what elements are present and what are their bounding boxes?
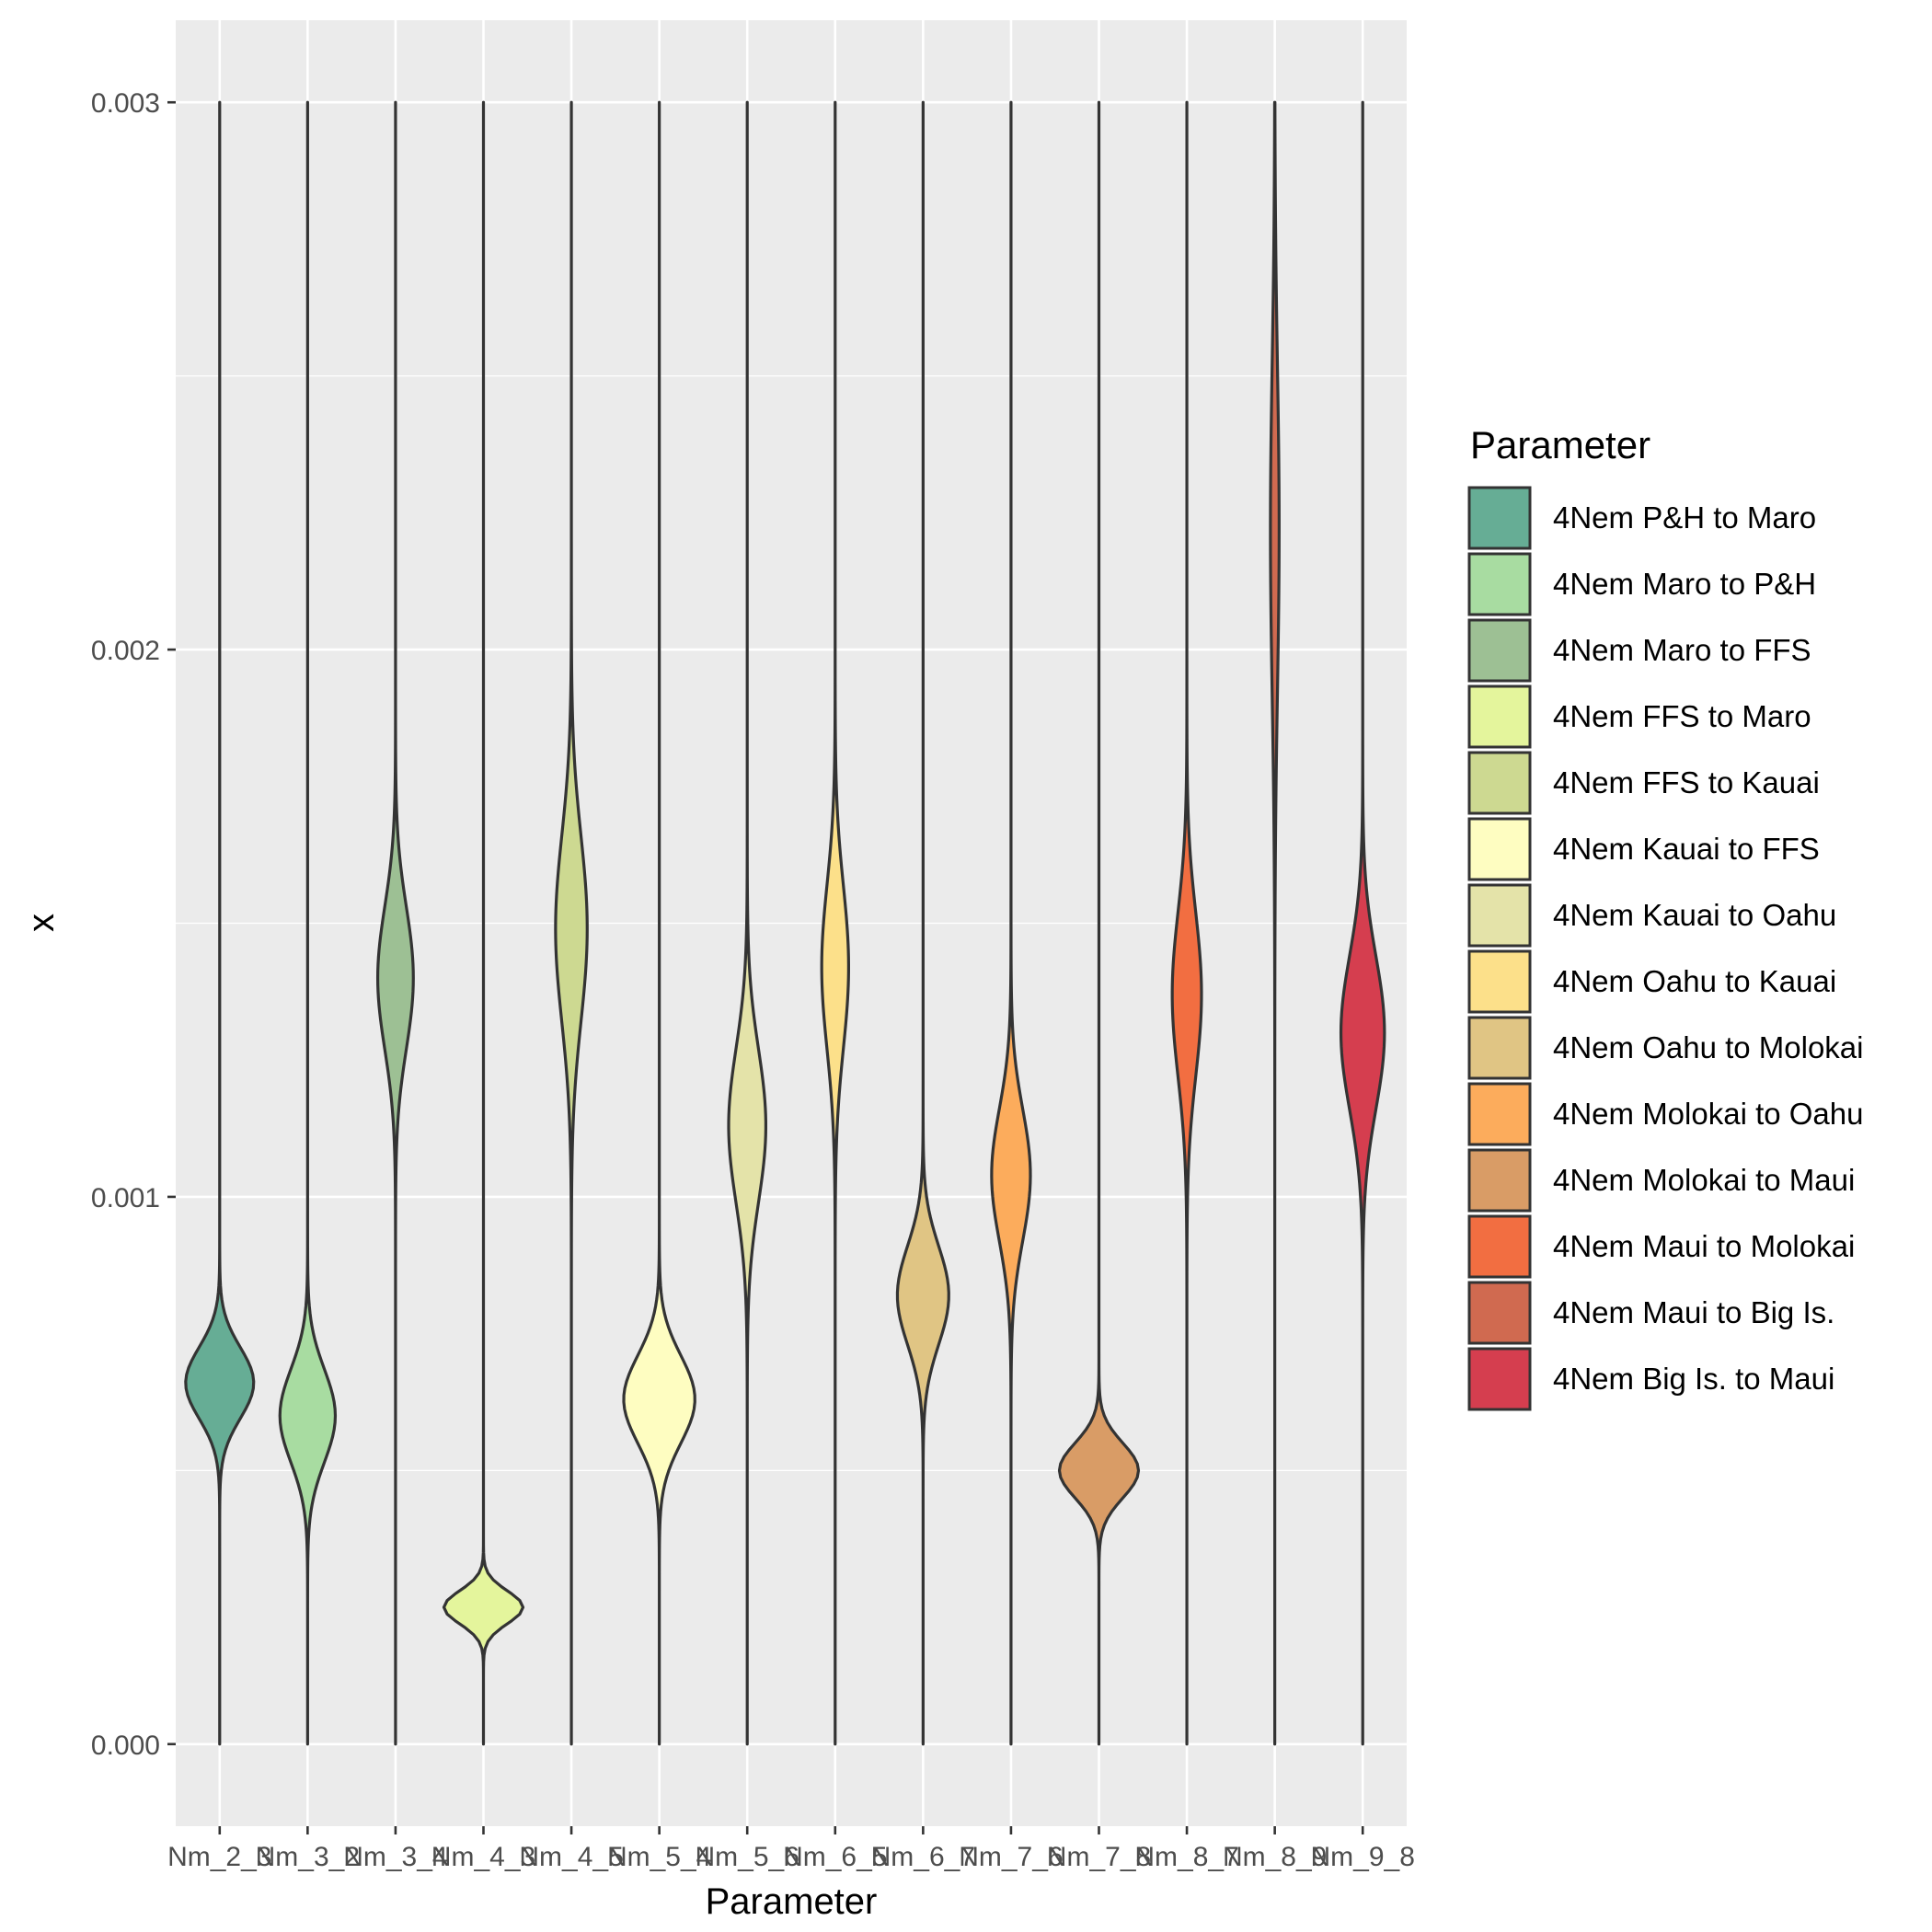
violin-Nm_3_2	[278, 100, 338, 1746]
legend-items: 4Nem P&H to Maro 4Nem Maro to P&H 4Nem Mar…	[1467, 486, 1864, 1411]
x-tick-label: Nm_5_6	[696, 1842, 799, 1872]
y-tick-label: 0.002	[91, 636, 160, 666]
x-tick-label: Nm_8_9	[1223, 1842, 1327, 1872]
x-axis: Nm_2_3Nm_3_2Nm_3_4Nm_4_3Nm_4_5Nm_5_4Nm_5…	[167, 1826, 1415, 1872]
legend-label-Nm_6_7: 4Nem Oahu to Molokai	[1553, 1030, 1864, 1064]
y-axis: 0.000 0.001 0.002 0.003	[91, 88, 176, 1761]
x-tick-label: Nm_9_8	[1311, 1842, 1415, 1872]
violins	[184, 100, 1386, 1746]
violin-Nm_2_3	[184, 100, 256, 1746]
x-tick-label: Nm_2_3	[167, 1842, 271, 1872]
violin-Nm_9_8	[1339, 100, 1386, 1746]
x-tick-label: Nm_7_6	[959, 1842, 1063, 1872]
violin-Nm_7_6	[990, 100, 1032, 1746]
x-tick-label: Nm_6_7	[871, 1842, 975, 1872]
legend-label-Nm_5_6: 4Nem Kauai to Oahu	[1553, 898, 1836, 932]
y-tick-label: 0.001	[91, 1183, 160, 1213]
x-axis-title: Parameter	[706, 1881, 878, 1922]
violin-Nm_4_5	[554, 100, 589, 1746]
legend-label-Nm_3_2: 4Nem Maro to P&H	[1553, 567, 1816, 601]
legend-label-Nm_8_7: 4Nem Maui to Molokai	[1553, 1229, 1855, 1263]
legend-key-Nm_8_9	[1467, 1281, 1532, 1345]
x-tick-label: Nm_4_3	[431, 1842, 535, 1872]
violin-Nm_7_8	[1057, 100, 1141, 1746]
x-tick-label: Nm_6_5	[783, 1842, 887, 1872]
legend-title: Parameter	[1470, 423, 1650, 466]
y-axis-title: x	[21, 914, 62, 932]
legend-label-Nm_7_6: 4Nem Molokai to Oahu	[1553, 1097, 1864, 1131]
legend-key-Nm_4_5	[1467, 751, 1532, 815]
legend-key-Nm_7_6	[1467, 1082, 1532, 1146]
legend-key-Nm_7_8	[1467, 1148, 1532, 1213]
violin-Nm_6_7	[895, 100, 950, 1746]
x-tick-label: Nm_7_8	[1047, 1842, 1151, 1872]
legend-label-Nm_6_5: 4Nem Oahu to Kauai	[1553, 964, 1836, 998]
legend-label-Nm_9_8: 4Nem Big Is. to Maui	[1553, 1362, 1834, 1396]
x-tick-label: Nm_3_4	[343, 1842, 447, 1872]
y-tick-label: 0.000	[91, 1731, 160, 1761]
legend-label-Nm_7_8: 4Nem Molokai to Maui	[1553, 1163, 1855, 1197]
legend-key-Nm_6_7	[1467, 1016, 1532, 1080]
violin-Nm_6_5	[820, 100, 850, 1746]
legend-key-Nm_6_5	[1467, 949, 1532, 1014]
x-tick-label: Nm_3_2	[256, 1842, 360, 1872]
violin-Nm_5_6	[727, 100, 768, 1746]
legend-label-Nm_2_3: 4Nem P&H to Maro	[1553, 500, 1816, 535]
legend-key-Nm_5_6	[1467, 883, 1532, 948]
x-tick-label: Nm_5_4	[607, 1842, 711, 1872]
legend-key-Nm_5_4	[1467, 817, 1532, 881]
violin-Nm_3_4	[375, 100, 415, 1746]
legend-key-Nm_3_4	[1467, 618, 1532, 683]
violin-Nm_4_3	[442, 100, 525, 1746]
legend: Parameter 4Nem P&H to Maro 4Nem Maro to P…	[1467, 423, 1864, 1411]
y-tick-label: 0.003	[91, 88, 160, 119]
violin-Nm_8_9	[1269, 100, 1281, 1746]
legend-key-Nm_8_7	[1467, 1214, 1532, 1279]
legend-key-Nm_3_2	[1467, 552, 1532, 616]
legend-key-Nm_9_8	[1467, 1347, 1532, 1411]
legend-label-Nm_3_4: 4Nem Maro to FFS	[1553, 633, 1811, 667]
x-tick-label: Nm_4_5	[519, 1842, 623, 1872]
x-tick-label: Nm_8_7	[1134, 1842, 1238, 1872]
legend-key-Nm_2_3	[1467, 486, 1532, 550]
legend-label-Nm_4_5: 4Nem FFS to Kauai	[1553, 765, 1820, 799]
legend-key-Nm_4_3	[1467, 684, 1532, 749]
legend-label-Nm_5_4: 4Nem Kauai to FFS	[1553, 832, 1820, 866]
legend-label-Nm_8_9: 4Nem Maui to Big Is.	[1553, 1295, 1834, 1329]
violin-Nm_5_4	[622, 100, 696, 1746]
violin-Nm_8_7	[1170, 100, 1203, 1746]
legend-label-Nm_4_3: 4Nem FFS to Maro	[1553, 699, 1811, 733]
